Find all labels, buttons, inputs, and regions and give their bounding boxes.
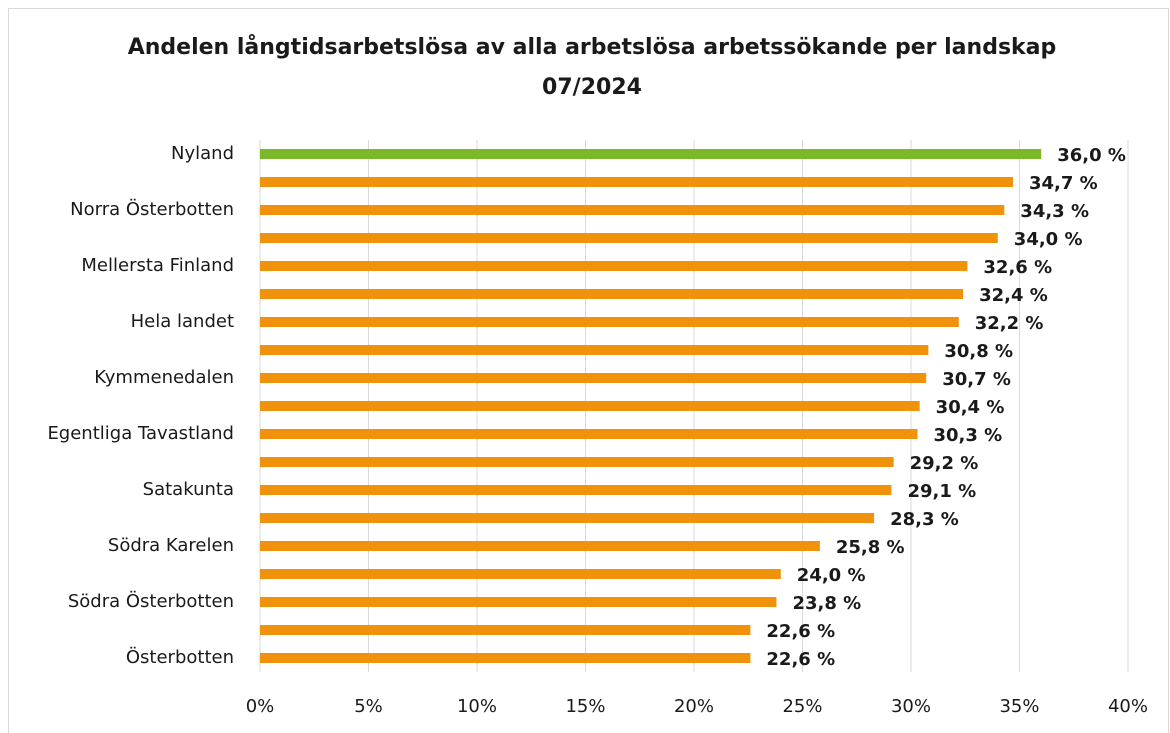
bar xyxy=(260,513,875,523)
value-label: 36,0 % xyxy=(1057,145,1126,166)
bar xyxy=(260,177,1013,187)
y-tick-label: Kymmenedalen xyxy=(94,367,234,388)
value-label: 29,2 % xyxy=(910,453,979,474)
bar xyxy=(260,205,1005,215)
bar xyxy=(260,541,820,551)
y-tick-label: Nyland xyxy=(171,143,234,164)
bar xyxy=(260,233,998,243)
chart-title: Andelen långtidsarbetslösa av alla arbet… xyxy=(128,34,1057,60)
bar xyxy=(260,289,964,299)
value-label: 34,3 % xyxy=(1020,201,1089,222)
value-label: 24,0 % xyxy=(797,565,866,586)
x-tick-label: 25% xyxy=(782,696,822,717)
value-label: 34,0 % xyxy=(1014,229,1083,250)
value-label: 34,7 % xyxy=(1029,173,1098,194)
value-label: 25,8 % xyxy=(836,537,905,558)
bar xyxy=(260,653,751,663)
x-tick-label: 20% xyxy=(674,696,714,717)
bar xyxy=(260,485,892,495)
value-label: 29,1 % xyxy=(907,481,976,502)
x-tick-label: 5% xyxy=(354,696,383,717)
bar xyxy=(260,401,920,411)
x-tick-label: 35% xyxy=(999,696,1039,717)
y-tick-label: Södra Österbotten xyxy=(68,590,234,612)
y-tick-label: Södra Karelen xyxy=(108,535,234,556)
bar xyxy=(260,149,1042,159)
bar xyxy=(260,569,781,579)
bar xyxy=(260,457,894,467)
x-tick-label: 15% xyxy=(565,696,605,717)
y-tick-label: Norra Österbotten xyxy=(70,198,234,220)
value-label: 30,4 % xyxy=(936,397,1005,418)
y-tick-label: Egentliga Tavastland xyxy=(47,423,234,444)
bar xyxy=(260,261,968,271)
x-tick-label: 30% xyxy=(891,696,931,717)
value-label: 22,6 % xyxy=(766,621,835,642)
value-label: 32,4 % xyxy=(979,285,1048,306)
x-tick-label: 40% xyxy=(1108,696,1148,717)
value-label: 32,2 % xyxy=(975,313,1044,334)
y-tick-label: Hela landet xyxy=(131,311,234,332)
y-tick-label: Satakunta xyxy=(143,479,234,500)
bar xyxy=(260,345,929,355)
bar xyxy=(260,597,777,607)
chart-subtitle: 07/2024 xyxy=(542,75,642,100)
bar xyxy=(260,429,918,439)
bar xyxy=(260,373,927,383)
value-label: 30,3 % xyxy=(934,425,1003,446)
value-label: 30,7 % xyxy=(942,369,1011,390)
value-label: 30,8 % xyxy=(944,341,1013,362)
chart-frame xyxy=(8,8,1169,733)
bar xyxy=(260,317,959,327)
y-tick-label: Mellersta Finland xyxy=(81,255,234,276)
x-tick-label: 10% xyxy=(457,696,497,717)
value-label: 32,6 % xyxy=(983,257,1052,278)
value-label: 28,3 % xyxy=(890,509,959,530)
bar xyxy=(260,625,751,635)
value-label: 23,8 % xyxy=(792,593,861,614)
value-label: 22,6 % xyxy=(766,649,835,670)
x-tick-label: 0% xyxy=(246,696,275,717)
y-tick-label: Österbotten xyxy=(126,646,234,668)
